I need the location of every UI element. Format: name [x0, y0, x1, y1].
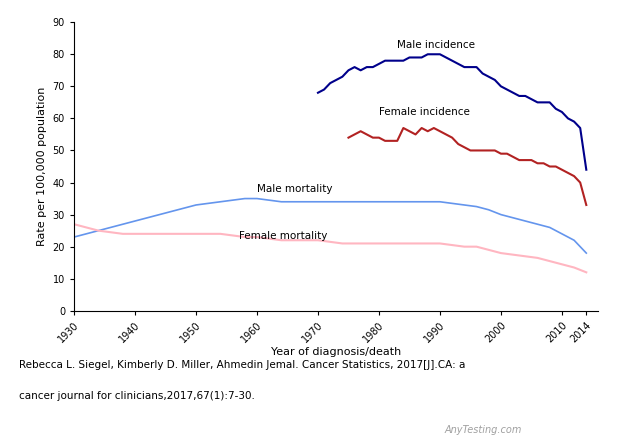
- Y-axis label: Rate per 100,000 population: Rate per 100,000 population: [37, 87, 47, 246]
- Text: Rebecca L. Siegel, Kimberly D. Miller, Ahmedin Jemal. Cancer Statistics, 2017[J]: Rebecca L. Siegel, Kimberly D. Miller, A…: [19, 360, 465, 370]
- Text: Male incidence: Male incidence: [397, 40, 475, 50]
- Text: Female mortality: Female mortality: [239, 230, 327, 241]
- Text: Male mortality: Male mortality: [257, 184, 333, 194]
- X-axis label: Year of diagnosis/death: Year of diagnosis/death: [271, 347, 402, 357]
- Text: Female incidence: Female incidence: [379, 107, 470, 117]
- Text: AnyTesting.com: AnyTesting.com: [444, 425, 521, 435]
- Text: cancer journal for clinicians,2017,67(1):7-30.: cancer journal for clinicians,2017,67(1)…: [19, 391, 254, 401]
